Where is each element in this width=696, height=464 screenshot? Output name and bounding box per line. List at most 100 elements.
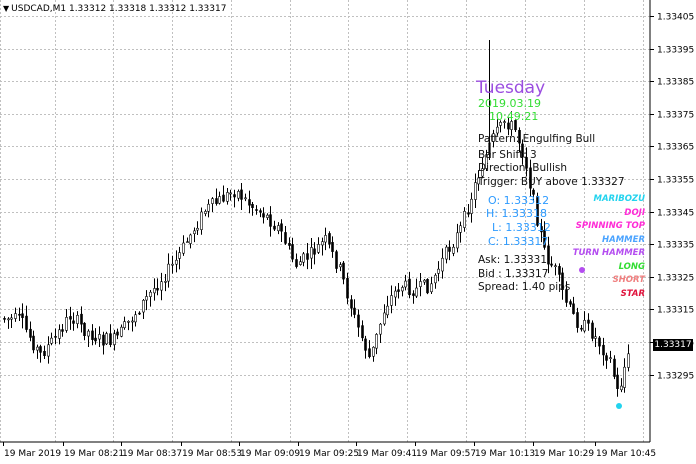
candle-body xyxy=(299,261,302,265)
candle-body xyxy=(306,253,309,260)
candle-body xyxy=(572,303,575,314)
candle-body xyxy=(419,281,422,287)
candle-body xyxy=(521,143,524,158)
candle-body xyxy=(459,225,462,233)
candle-body xyxy=(313,248,316,255)
candle-body xyxy=(14,313,17,319)
spread-label: Spread: 1.40 pips xyxy=(478,281,571,293)
candle-body xyxy=(29,328,32,338)
candle-body xyxy=(412,293,415,296)
candle-body xyxy=(39,346,42,353)
candle-body xyxy=(105,333,108,345)
candle-body xyxy=(558,266,561,275)
candle-body xyxy=(7,318,10,321)
candle-body xyxy=(346,278,349,299)
candle-body xyxy=(379,323,382,335)
candle-body xyxy=(156,287,159,291)
candle-body xyxy=(18,313,21,316)
bar-shift-label: Bar Shift: 3 xyxy=(478,149,537,161)
candle-body xyxy=(98,334,101,340)
candle-body xyxy=(91,330,94,340)
candle-body xyxy=(613,358,616,377)
candle-body xyxy=(196,227,199,231)
candle-body xyxy=(138,312,141,315)
price-tick-label: 1.33375 xyxy=(657,111,694,121)
chart-grid xyxy=(0,0,650,442)
candle-body xyxy=(10,317,13,320)
candle-body xyxy=(503,121,506,123)
symbol-title: ▼ USDCAD,M1 1.33312 1.33318 1.33312 1.333… xyxy=(3,4,226,14)
candle-body xyxy=(477,177,480,185)
candle-body xyxy=(430,283,433,293)
candle-body xyxy=(149,291,152,297)
candle-body xyxy=(364,338,367,351)
candle-body xyxy=(160,281,163,291)
candle-body xyxy=(251,204,254,208)
candle-body xyxy=(496,126,499,134)
price-tick-label: 1.33355 xyxy=(657,176,694,186)
time-tick-label: 19 Mar 10:45 xyxy=(596,449,656,459)
candle-body xyxy=(25,315,28,330)
candle-body xyxy=(204,211,207,214)
candle-body xyxy=(102,334,105,346)
candle-body xyxy=(394,290,397,298)
candle-body xyxy=(474,182,477,200)
tag-short: SHORT xyxy=(612,275,645,285)
candle-body xyxy=(280,223,283,232)
candle-body xyxy=(259,210,262,213)
candle-body xyxy=(43,350,46,356)
close-value: C: 1.33317 xyxy=(488,235,549,248)
candle-body xyxy=(193,230,196,234)
candle-body xyxy=(120,326,123,337)
candle-body xyxy=(207,203,210,212)
candle-body xyxy=(317,244,320,253)
candle-body xyxy=(580,327,583,330)
tag-star: STAR xyxy=(620,288,645,299)
candle-body xyxy=(408,278,411,296)
candle-body xyxy=(61,329,64,332)
candle-body xyxy=(113,333,116,345)
tag-spinning-top: SPINNING TOP xyxy=(575,221,645,231)
tag-maribozu: MARIBOZU xyxy=(593,194,645,204)
candle-body xyxy=(445,246,448,260)
candle-body xyxy=(529,167,532,189)
candle-body xyxy=(284,232,287,244)
candle-body xyxy=(83,322,86,336)
candle-body xyxy=(598,337,601,347)
candle-body xyxy=(448,246,451,252)
candle-body xyxy=(233,194,236,198)
tag-hammer: HAMMER xyxy=(602,234,645,245)
candle-body xyxy=(32,335,35,351)
price-tick-label: 1.33405 xyxy=(657,13,694,23)
candle-body xyxy=(248,199,251,206)
candle-body xyxy=(178,252,181,259)
candle-body xyxy=(543,229,546,248)
candle-body xyxy=(536,195,539,226)
direction-label: Direction: Bullish xyxy=(478,162,568,174)
time-tick-label: 19 Mar 09:57 xyxy=(416,449,476,459)
candle-body xyxy=(229,192,232,195)
candle-body xyxy=(164,281,167,283)
candle-body xyxy=(266,214,269,218)
price-tick-label: 1.33345 xyxy=(657,209,694,219)
dropdown-triangle-icon[interactable]: ▼ xyxy=(3,4,10,13)
candle-body xyxy=(561,272,564,290)
bid-label: Bid : 1.33317 xyxy=(478,268,549,280)
candle-body xyxy=(426,279,429,294)
candle-body xyxy=(116,331,119,336)
candle-body xyxy=(540,226,543,233)
time-tick-label: 19 Mar 2019 xyxy=(4,449,61,459)
candle-body xyxy=(510,121,513,130)
pattern-label: Pattern: Engulfing Bull xyxy=(478,133,596,145)
candle-body xyxy=(569,301,572,305)
candle-body xyxy=(211,198,214,204)
candle-body xyxy=(50,337,53,344)
candle-body xyxy=(80,313,83,325)
candle-body xyxy=(328,233,331,245)
candle-body xyxy=(182,242,185,254)
candle-body xyxy=(255,209,258,211)
candles xyxy=(3,40,630,397)
tag-long: LONG xyxy=(618,261,645,272)
candle-body xyxy=(470,198,473,214)
